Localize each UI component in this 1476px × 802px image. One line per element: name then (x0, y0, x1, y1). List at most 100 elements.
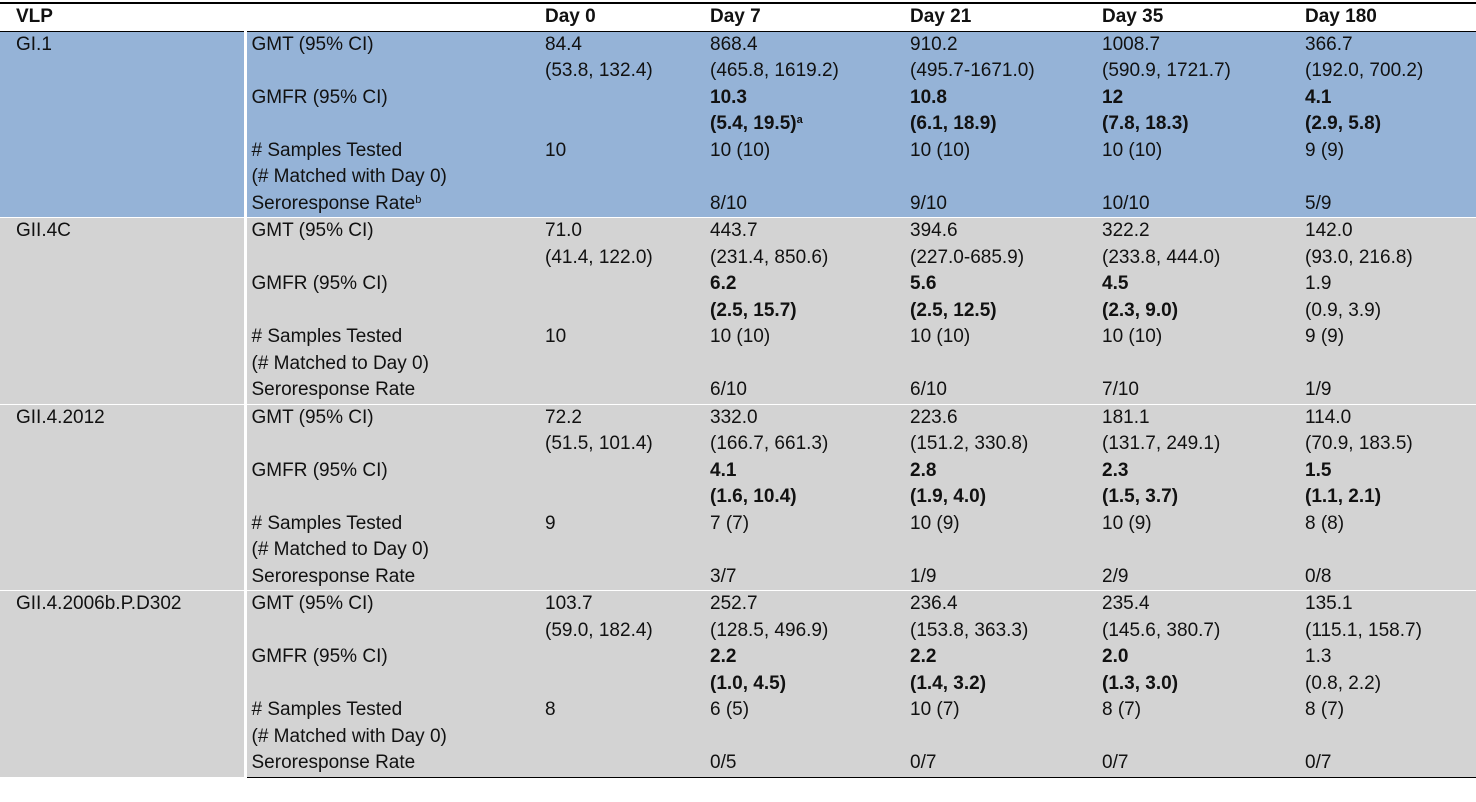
header-cell (245, 2, 540, 32)
header-row: VLP Day 0 Day 7 Day 21 Day 35 Day 180 (0, 2, 1476, 32)
data-cell: 1.9 (0.9, 3.9) (1300, 271, 1476, 324)
data-cell: 71.0 (41.4, 122.0) (540, 217, 705, 271)
data-cell: 6.2 (2.5, 15.7) (705, 271, 905, 324)
group-label: GII.4.2012 (16, 406, 105, 428)
cell-line: (2.5, 15.7) (710, 299, 797, 321)
cell-line: (231.4, 850.6) (710, 246, 829, 268)
cell-line: 181.1 (1102, 406, 1150, 428)
data-cell: 1/9 (905, 564, 1097, 591)
cell-line: (495.7-1671.0) (910, 60, 1035, 81)
data-cell: 7 (7) (705, 511, 905, 564)
data-cell: 7/10 (1097, 377, 1300, 404)
data-cell: 394.6 (227.0-685.9) (905, 217, 1097, 271)
cell-line: (70.9, 183.5) (1305, 433, 1413, 454)
cell-line: (128.5, 496.9) (710, 619, 829, 641)
data-cell: 4.5 (2.3, 9.0) (1097, 271, 1300, 324)
cell-line: 5/9 (1305, 192, 1332, 214)
cell-line: 910.2 (910, 33, 958, 55)
header-cell: Day 180 (1300, 2, 1476, 32)
cell-line: (227.0-685.9) (910, 246, 1025, 268)
cell-line: 1/9 (1305, 379, 1332, 400)
data-cell (540, 564, 705, 591)
table-row: GMFR (95% CI) 4.1 (1.6, 10.4) 2.8 (1.9, 4.0)… (0, 457, 1476, 511)
cell-line: 9/10 (910, 192, 947, 214)
row-label: # Samples Tested (# Matched to Day 0) (245, 511, 540, 564)
cell-line: (93.0, 216.8) (1305, 246, 1413, 268)
cell-line: 4.5 (1102, 273, 1129, 294)
cell-line: 1.3 (1305, 646, 1332, 667)
cell-line: 2.3 (1102, 459, 1129, 481)
data-cell: 6/10 (705, 377, 905, 404)
table-row: GMFR (95% CI) 10.3 (5.4, 19.5)a 10.8 (6.1, 1… (0, 84, 1476, 138)
cell-line: 8/10 (710, 192, 747, 214)
cell-line: 8 (7) (1305, 699, 1345, 720)
group-name: GII.4.2006b.P.D302 (0, 590, 247, 777)
cell-line: 252.7 (710, 593, 758, 614)
cell-line: GMFR (95% CI) (251, 86, 388, 108)
cell-line: (1.5, 3.7) (1102, 486, 1179, 507)
cell-line: 1.5 (1305, 459, 1332, 481)
footnote-mark: a (796, 114, 803, 126)
row-label: GMT (95% CI) (245, 403, 540, 458)
cell-line: 332.0 (710, 406, 758, 428)
cell-line: 8 (8) (1305, 512, 1345, 534)
data-cell: 2.3 (1.5, 3.7) (1097, 458, 1300, 511)
row-label: # Samples Tested (# Matched with Day 0) (245, 138, 540, 191)
table-row: GI.1 GMT (95% CI) 84.4 (53.8, 132.4) 868.4 (4… (0, 30, 1476, 218)
cell-line: 5.6 (910, 273, 937, 294)
data-cell: 10 (10) (705, 138, 905, 191)
cell-line: (1.6, 10.4) (710, 486, 797, 507)
cell-line: (5.4, 19.5)a (710, 113, 803, 134)
table-row: # Samples Tested (# Matched to Day 0) 9 7 (… (0, 510, 1476, 564)
data-cell: 10.8 (6.1, 18.9) (905, 85, 1097, 138)
cell-line: 10 (9) (910, 512, 960, 534)
data-cell: 103.7 (59.0, 182.4) (540, 590, 705, 644)
cell-line: 0/8 (1305, 565, 1332, 587)
cell-line: GMFR (95% CI) (251, 273, 388, 294)
data-cell (540, 377, 705, 404)
data-cell: 6 (5) (705, 697, 905, 750)
data-cell: 223.6 (151.2, 330.8) (905, 403, 1097, 458)
table-row: Seroresponse Rateb 8/10 9/10 10/10 5/9 (0, 190, 1476, 218)
data-cell: 10.3 (5.4, 19.5)a (705, 85, 905, 138)
row-label: # Samples Tested (# Matched with Day 0) (245, 697, 540, 750)
cell-line: GMT (95% CI) (251, 593, 374, 614)
cell-line: (1.3, 3.0) (1102, 672, 1179, 694)
data-cell: 868.4 (465.8, 1619.2) (705, 30, 905, 85)
table-row: Seroresponse Rate 0/5 0/7 0/7 0/7 (0, 750, 1476, 778)
header-cell: Day 21 (905, 2, 1097, 32)
cell-line: (# Matched to Day 0) (251, 352, 429, 374)
data-cell: 910.2 (495.7-1671.0) (905, 30, 1097, 85)
data-cell: 10 (9) (1097, 511, 1300, 564)
row-label: Seroresponse Rateb (245, 191, 540, 218)
row-label: GMFR (95% CI) (245, 644, 540, 697)
header-cell: Day 0 (540, 2, 705, 32)
cell-line: 10 (10) (710, 326, 771, 347)
cell-line: Seroresponse Rate (251, 565, 416, 587)
table-row: # Samples Tested (# Matched with Day 0) 10… (0, 137, 1476, 191)
data-cell: 10 (10) (1097, 138, 1300, 191)
cell-line: 142.0 (1305, 220, 1353, 241)
cell-line: 868.4 (710, 33, 758, 55)
cell-line: GMT (95% CI) (251, 406, 374, 428)
row-label: GMFR (95% CI) (245, 85, 540, 138)
cell-line: (166.7, 661.3) (710, 433, 829, 454)
cell-line: 7/10 (1102, 379, 1139, 400)
data-cell: 135.1 (115.1, 158.7) (1300, 590, 1476, 644)
cell-line: (53.8, 132.4) (545, 60, 653, 81)
cell-line: 1/9 (910, 565, 937, 587)
cell-line: 9 (9) (1305, 139, 1345, 161)
cell-line: GMT (95% CI) (251, 220, 374, 241)
footnote-mark: b (415, 193, 422, 206)
cell-line: 9 (9) (1305, 326, 1345, 347)
cell-line: (59.0, 182.4) (545, 619, 653, 641)
data-cell: 10 (7) (905, 697, 1097, 750)
data-cell: 10 (10) (905, 324, 1097, 377)
data-cell: 12 (7.8, 18.3) (1097, 85, 1300, 138)
cell-line: 103.7 (545, 593, 593, 614)
cell-line: 394.6 (910, 220, 958, 241)
cell-line: Seroresponse Rate (251, 379, 416, 400)
data-cell: 10 (540, 138, 705, 191)
cell-line: GMFR (95% CI) (251, 459, 388, 481)
cell-line: (# Matched with Day 0) (251, 725, 447, 747)
